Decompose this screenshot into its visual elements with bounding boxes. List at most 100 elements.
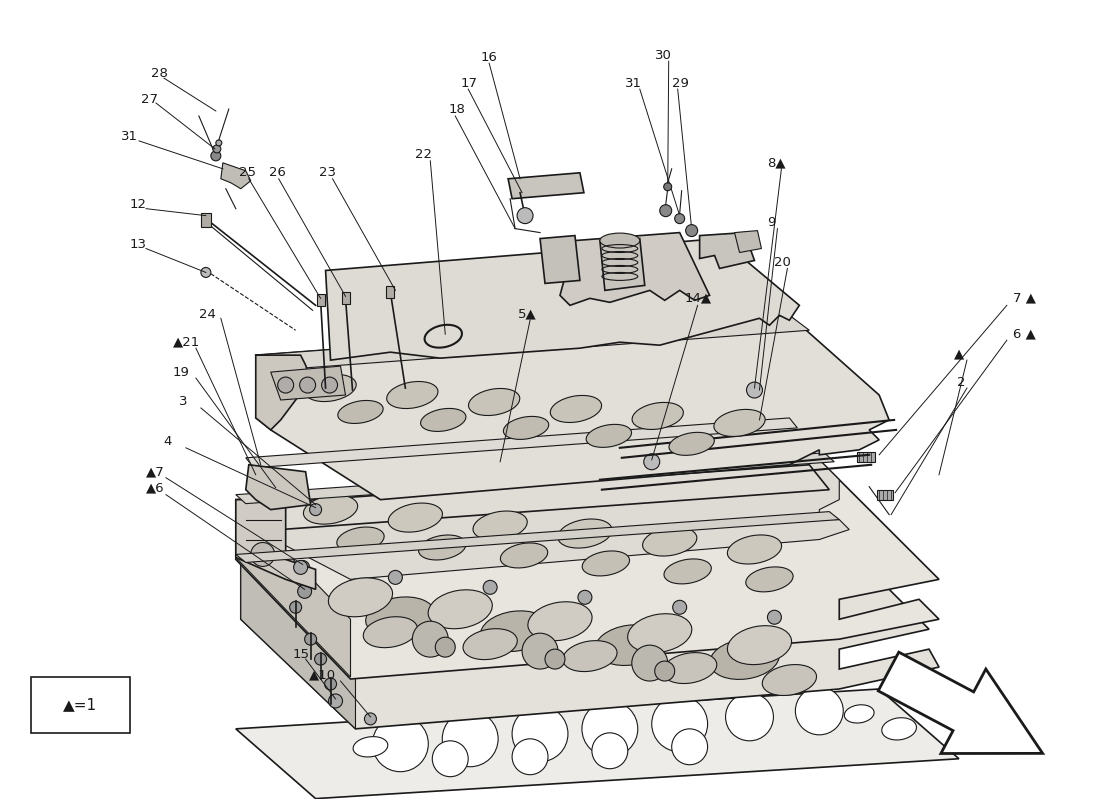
Ellipse shape	[500, 543, 548, 568]
Text: ▲: ▲	[954, 348, 965, 361]
Polygon shape	[271, 366, 345, 400]
Ellipse shape	[845, 705, 875, 723]
Text: 20: 20	[774, 256, 791, 269]
Circle shape	[294, 561, 308, 574]
Text: 7 ▲: 7 ▲	[1013, 292, 1036, 305]
Polygon shape	[255, 355, 310, 430]
Circle shape	[795, 687, 844, 735]
Ellipse shape	[337, 527, 384, 552]
Circle shape	[305, 633, 317, 645]
Ellipse shape	[727, 626, 792, 665]
Bar	[341, 292, 350, 304]
Circle shape	[631, 645, 668, 681]
Text: 29: 29	[672, 77, 689, 90]
Polygon shape	[245, 465, 829, 530]
Ellipse shape	[388, 503, 442, 532]
Circle shape	[277, 377, 294, 393]
Polygon shape	[235, 512, 839, 562]
Circle shape	[216, 140, 222, 146]
Circle shape	[483, 580, 497, 594]
Text: 13: 13	[129, 238, 146, 251]
Ellipse shape	[428, 590, 493, 629]
Polygon shape	[221, 163, 251, 189]
Ellipse shape	[528, 602, 592, 641]
Ellipse shape	[481, 611, 550, 651]
Polygon shape	[245, 418, 798, 468]
Circle shape	[517, 208, 534, 224]
Polygon shape	[700, 233, 755, 269]
Ellipse shape	[387, 382, 438, 409]
Polygon shape	[878, 652, 1043, 754]
Circle shape	[251, 542, 275, 566]
Ellipse shape	[304, 495, 358, 524]
Circle shape	[768, 610, 781, 624]
Polygon shape	[255, 315, 810, 370]
Ellipse shape	[632, 402, 683, 430]
Circle shape	[726, 693, 773, 741]
Ellipse shape	[558, 519, 612, 548]
Circle shape	[673, 600, 686, 614]
Ellipse shape	[664, 559, 712, 584]
Ellipse shape	[305, 374, 356, 402]
Polygon shape	[735, 230, 761, 253]
Circle shape	[436, 637, 455, 657]
Circle shape	[674, 214, 684, 224]
Ellipse shape	[642, 527, 696, 556]
Ellipse shape	[595, 625, 664, 666]
Ellipse shape	[586, 424, 631, 447]
Circle shape	[513, 739, 548, 774]
Polygon shape	[326, 238, 800, 360]
Circle shape	[592, 733, 628, 769]
Polygon shape	[508, 173, 584, 198]
Circle shape	[296, 561, 309, 574]
Ellipse shape	[363, 617, 418, 648]
Circle shape	[373, 716, 428, 772]
Ellipse shape	[710, 638, 779, 679]
Ellipse shape	[727, 535, 782, 564]
Bar	[386, 286, 395, 298]
Circle shape	[201, 267, 211, 278]
Circle shape	[364, 713, 376, 725]
Circle shape	[442, 711, 498, 766]
Circle shape	[544, 649, 565, 669]
Ellipse shape	[628, 614, 692, 653]
Text: ▲10: ▲10	[309, 669, 336, 682]
Ellipse shape	[563, 641, 617, 671]
Text: 26: 26	[268, 166, 286, 179]
Text: 14▲: 14▲	[684, 292, 712, 305]
Ellipse shape	[469, 389, 520, 415]
Bar	[201, 213, 211, 226]
Ellipse shape	[473, 511, 527, 540]
Circle shape	[432, 741, 469, 777]
Ellipse shape	[882, 718, 916, 740]
Ellipse shape	[365, 597, 436, 638]
Circle shape	[309, 504, 321, 515]
Circle shape	[324, 678, 337, 690]
Circle shape	[747, 382, 762, 398]
Circle shape	[522, 633, 558, 669]
Polygon shape	[245, 465, 310, 510]
Text: 5▲: 5▲	[518, 308, 537, 321]
Polygon shape	[235, 500, 351, 677]
Circle shape	[513, 706, 568, 762]
Polygon shape	[241, 519, 939, 729]
Text: ▲21: ▲21	[173, 336, 200, 349]
Polygon shape	[235, 500, 316, 590]
Circle shape	[211, 151, 221, 161]
Text: 17: 17	[460, 77, 477, 90]
Circle shape	[685, 225, 697, 237]
Text: 31: 31	[625, 77, 641, 90]
Text: 16: 16	[481, 50, 497, 64]
Circle shape	[663, 182, 672, 190]
Text: 22: 22	[416, 148, 432, 162]
Polygon shape	[255, 355, 271, 430]
Text: ▲7: ▲7	[146, 466, 165, 478]
Text: 24: 24	[199, 308, 216, 321]
Ellipse shape	[419, 535, 466, 560]
Ellipse shape	[420, 409, 466, 431]
Text: 23: 23	[319, 166, 336, 179]
Circle shape	[651, 696, 707, 752]
Ellipse shape	[714, 410, 766, 437]
Circle shape	[660, 205, 672, 217]
Circle shape	[299, 377, 316, 393]
